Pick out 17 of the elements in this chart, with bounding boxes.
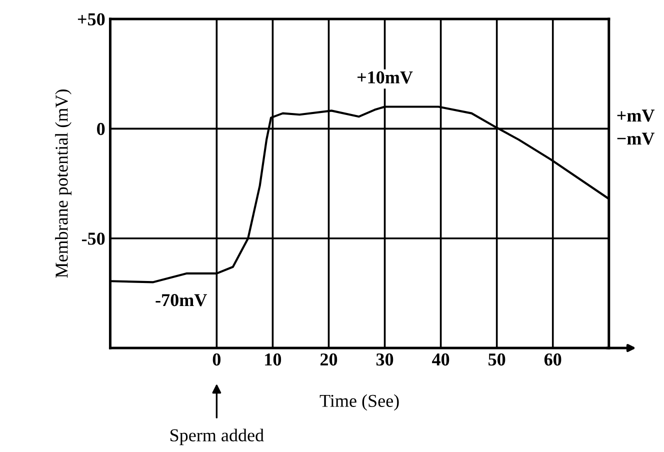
y-tick-label: 0 [97,122,105,136]
text: −mV [617,132,655,145]
x-tick-label: 50 [488,353,506,366]
y-axis-title: Membrane potential (mV) [55,90,72,278]
y-tick-label: +50 [78,13,105,26]
x-tick-label: 40 [432,353,450,366]
text: +mV [617,110,655,122]
text: Sperm added [170,428,264,446]
x-tick-label: 60 [544,353,562,366]
x-tick-label: 30 [376,353,394,366]
annotation: +10mV [358,71,413,84]
x-tick-label: 20 [320,353,338,366]
x-axis-title: Time (See) [320,394,399,411]
y-tick-label: -50 [82,232,105,245]
x-tick-label: 10 [265,353,282,366]
x-tick-label: 0 [212,353,221,366]
annotation: -70mV [156,294,207,306]
